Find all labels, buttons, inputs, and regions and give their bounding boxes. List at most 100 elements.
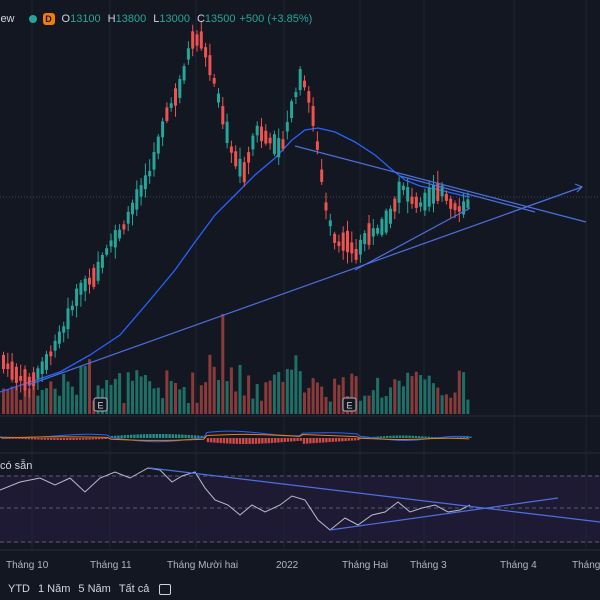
volume-bar [169, 380, 173, 414]
macd-bar [235, 438, 238, 444]
candle-body [384, 210, 388, 233]
volume-bar [272, 374, 276, 414]
x-tick-label: Tháng 10 [6, 560, 49, 571]
time-axis[interactable]: Tháng 10 Tháng 11 Tháng Mười hai 2022 Th… [0, 556, 600, 576]
volume-bar [23, 384, 27, 414]
macd-bar [187, 434, 190, 438]
macd-bar [402, 435, 405, 438]
candle-body [79, 282, 83, 295]
calendar-icon[interactable] [159, 583, 172, 595]
x-tick-label: Tháng 5 [572, 560, 600, 571]
candlesticks[interactable] [2, 20, 470, 398]
candle-body [294, 92, 298, 98]
macd-bar [245, 438, 248, 444]
macd-bar [139, 434, 142, 438]
macd-bar [66, 438, 69, 440]
macd-bar [130, 434, 133, 438]
macd-bar [274, 438, 277, 443]
macd-bar [386, 435, 389, 438]
macd-signal-line [0, 433, 470, 441]
macd-bar [309, 438, 312, 444]
candle-body [277, 138, 281, 158]
macd-bar [184, 434, 187, 438]
candle-body [371, 228, 375, 237]
macd-bar [37, 438, 40, 440]
candle-body [264, 130, 268, 144]
x-tick-label: Tháng 4 [500, 560, 537, 571]
macd-bar [293, 438, 296, 442]
volume-bar [324, 396, 328, 414]
volume-bar [393, 379, 397, 414]
macd-bar [203, 435, 206, 438]
volume-bar [247, 375, 251, 414]
candle-body [423, 192, 427, 211]
range-5y-button[interactable]: 5 Năm [78, 583, 111, 595]
candle-body [238, 158, 242, 177]
volume-bar [401, 386, 405, 414]
volume-bar [131, 380, 134, 414]
macd-bar [56, 438, 59, 440]
open-value: 13100 [70, 13, 101, 25]
volume-bar [440, 395, 444, 414]
macd-bar [174, 434, 178, 438]
volume-bar [186, 403, 190, 414]
volume-bar [195, 402, 199, 414]
macd-bar [421, 436, 424, 438]
trendline-triangle-bottom[interactable] [354, 207, 471, 271]
candle-body [380, 219, 384, 235]
volume-bar [432, 383, 435, 414]
volume-bar [122, 402, 126, 414]
volume-bar [88, 359, 91, 414]
trendline-resistance[interactable] [294, 145, 587, 223]
earnings-marker[interactable]: E [93, 397, 108, 412]
range-all-button[interactable]: Tất cả [118, 583, 150, 595]
macd-bar [430, 436, 434, 438]
candle-body [272, 134, 276, 154]
volume-bar [294, 355, 298, 414]
macd-bar [270, 438, 274, 443]
volume-bar [453, 392, 457, 414]
macd-bar [261, 438, 264, 444]
volume-bar [320, 386, 324, 414]
candle-body [36, 368, 40, 379]
macd-bar [181, 434, 184, 438]
rsi-trendline-down[interactable] [149, 467, 600, 523]
volume-bar [156, 387, 160, 414]
rsi-trendline-up[interactable] [329, 497, 559, 531]
candle-body [436, 182, 440, 201]
volume-bar [225, 381, 229, 414]
trendline-support[interactable] [27, 186, 583, 386]
macd-bar [69, 438, 72, 440]
macd-bar [200, 435, 203, 438]
macd-bar [149, 434, 152, 438]
range-ytd-button[interactable]: YTD [8, 583, 30, 595]
candle-body [165, 107, 169, 121]
macd-bar [338, 438, 341, 442]
volume-bar [27, 388, 31, 414]
range-1y-button[interactable]: 1 Năm [38, 583, 71, 595]
macd-bar [376, 436, 379, 438]
volume-bar [199, 385, 203, 414]
candle-body [440, 185, 444, 197]
macd-bar [59, 438, 62, 440]
candle-body [143, 175, 147, 190]
macd-bar [456, 437, 459, 439]
trendline-triangle-top[interactable] [399, 175, 536, 213]
macd-bar [341, 438, 344, 442]
volume-bar [178, 389, 182, 414]
candle-body [363, 233, 367, 245]
dividend-badge-icon[interactable]: D [42, 13, 55, 25]
candle-body [178, 78, 182, 98]
earnings-marker[interactable]: E [342, 397, 357, 412]
candle-body [182, 66, 186, 81]
time-gridlines [31, 0, 587, 550]
candle-body [195, 34, 199, 46]
macd-bar [286, 438, 290, 442]
volume-bar [208, 354, 212, 414]
macd-bar [98, 438, 101, 440]
trendline-arrow-head [574, 183, 584, 193]
volume-bar [277, 372, 281, 414]
volume-bar [135, 370, 139, 414]
macd-bar [405, 435, 408, 438]
